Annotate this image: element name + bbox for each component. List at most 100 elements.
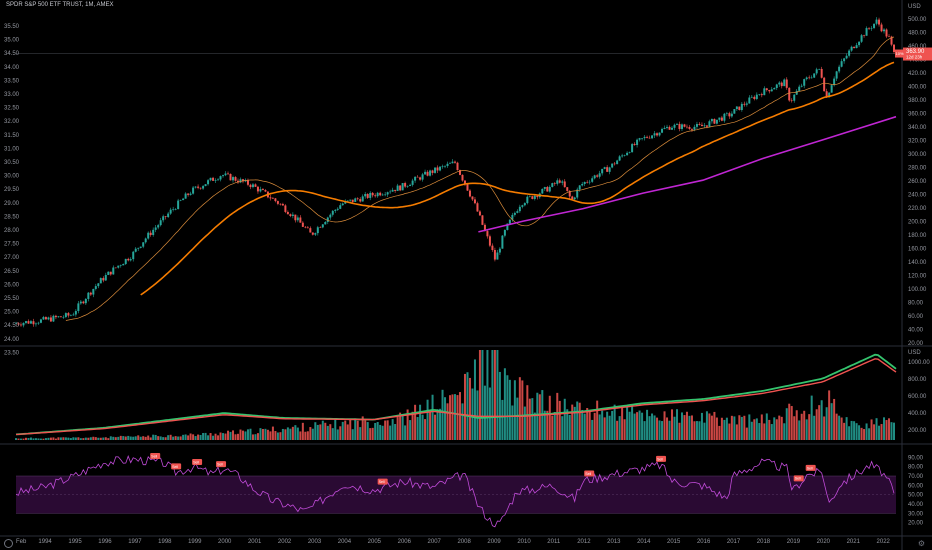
symbol-legend-title[interactable]: SPDR S&P 500 ETF TRUST, 1M, AMEX — [6, 2, 114, 8]
moving-average-slow-line — [478, 115, 897, 233]
candle-body — [159, 220, 162, 226]
volume-bar — [409, 420, 412, 440]
volume-bar — [109, 436, 112, 440]
globe-icon[interactable] — [4, 539, 13, 548]
candle-body — [501, 235, 504, 249]
candle-body — [476, 203, 479, 212]
candle-body — [87, 292, 90, 299]
volume-bar — [850, 420, 853, 440]
candle-body — [840, 61, 843, 67]
volume-bar — [107, 438, 110, 440]
candle-body — [493, 250, 496, 260]
candle-body — [853, 46, 856, 49]
candle-body — [162, 216, 165, 221]
candle-body — [675, 123, 678, 125]
volume-bar — [419, 404, 422, 440]
candle-body — [546, 187, 549, 192]
volume-bar — [825, 407, 828, 440]
candle-body — [182, 198, 185, 201]
candle-body — [259, 189, 262, 192]
candle-body — [790, 100, 793, 102]
candle-body — [364, 193, 367, 197]
candle-body — [486, 231, 489, 237]
volume-bar — [481, 350, 484, 440]
right-axis-tick-label: 140.00 — [908, 260, 927, 266]
volume-bar — [765, 413, 768, 440]
candle-body — [137, 247, 140, 249]
candle-body — [750, 96, 753, 98]
candle-body — [743, 103, 746, 105]
volume-bar — [114, 437, 117, 440]
candle-body — [780, 82, 783, 87]
candle-body — [548, 186, 551, 192]
volume-bar — [685, 411, 688, 440]
left-axis-tick-label: 24.50 — [4, 323, 20, 329]
candle-body — [793, 94, 796, 101]
volume-bar — [678, 422, 681, 440]
candle-body — [44, 317, 47, 320]
volume-bar — [720, 417, 723, 440]
candle-body — [411, 180, 414, 185]
candle-body — [800, 85, 803, 87]
volume-bar — [780, 416, 783, 440]
candle-body — [576, 189, 579, 198]
candle-body — [214, 180, 217, 181]
candle-body — [763, 88, 766, 96]
candle-body — [139, 246, 142, 248]
candle-body — [773, 87, 776, 90]
right-axis-tick-label: 40.00 — [908, 328, 924, 334]
candle-body — [863, 35, 866, 36]
volume-bar — [546, 410, 549, 440]
candle-body — [142, 242, 145, 247]
last-price-label-box[interactable] — [903, 47, 932, 61]
volume-bar — [755, 418, 758, 440]
sell-signal-label: Sell — [172, 465, 178, 469]
volume-bar — [436, 409, 439, 440]
x-axis-tick-label: 2018 — [757, 539, 771, 545]
volume-bar — [893, 422, 896, 440]
candle-body — [488, 236, 491, 246]
candle-body — [735, 106, 738, 110]
candle-body — [261, 189, 264, 191]
volume-bar — [389, 425, 392, 440]
volume-bar — [411, 411, 414, 440]
volume-bar — [207, 435, 210, 440]
x-axis-tick-label: 2000 — [218, 539, 232, 545]
candle-body — [177, 200, 180, 210]
candle-body — [102, 278, 105, 281]
candle-body — [264, 190, 267, 192]
candle-body — [855, 45, 858, 49]
candle-body — [124, 258, 127, 264]
candle-body — [371, 192, 374, 196]
volume-bar — [633, 413, 636, 440]
candle-body — [27, 321, 30, 324]
volume-bar — [29, 437, 32, 440]
candle-body — [369, 192, 372, 198]
volume-bar — [623, 419, 626, 440]
last-price-marker: 10% — [896, 51, 904, 56]
candle-body — [673, 124, 676, 128]
candle-body — [251, 184, 254, 188]
volume-bar — [354, 418, 357, 440]
candle-body — [414, 176, 417, 181]
volume-bar — [478, 350, 481, 440]
volume-bar — [553, 411, 556, 440]
candle-body — [386, 192, 389, 195]
candle-body — [324, 221, 327, 225]
candle-body — [683, 124, 686, 127]
candle-body — [339, 205, 342, 209]
volume-bar — [661, 421, 664, 440]
candle-body — [79, 301, 82, 304]
volume-bar — [760, 414, 763, 440]
candle-body — [192, 187, 195, 194]
gear-icon[interactable]: ⚙ — [917, 539, 926, 548]
candle-body — [778, 82, 781, 85]
candle-body — [47, 317, 50, 320]
candle-body — [483, 224, 486, 232]
candle-body — [805, 77, 808, 80]
volume-bar — [299, 431, 302, 440]
candle-body — [356, 198, 359, 200]
candle-body — [755, 94, 758, 99]
